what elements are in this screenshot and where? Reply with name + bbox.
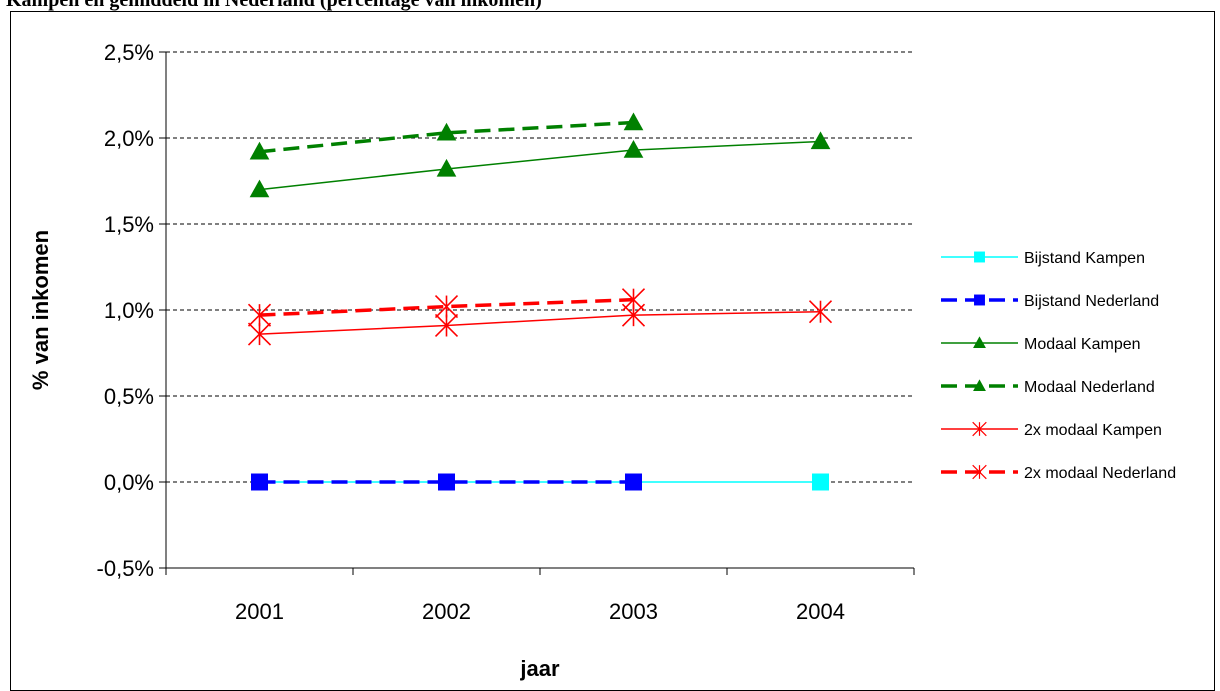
legend-marker [974,294,985,306]
legend-item: Bijstand Kampen [941,250,1145,267]
y-tick-label: 1,0% [104,298,154,323]
data-point-modaal-nederland [249,141,270,160]
series-line-2x-modaal-nederland [259,297,634,317]
x-tick-label: 2004 [796,599,845,624]
legend-label: Modaal Kampen [1024,336,1141,353]
y-tick-label: 1,5% [104,212,154,237]
y-tick-label: 2,5% [104,40,154,65]
data-point-2x-modaal-kampen [808,300,833,324]
y-tick-label: 2,0% [104,126,154,151]
x-tick-label: 2001 [235,599,284,624]
page-title: Kampen en gemiddeld in Nederland (percen… [6,0,542,11]
y-tick-label: 0,5% [104,384,154,409]
y-tick-label: -0,5% [97,556,154,581]
series-line-modaal-nederland [259,120,634,154]
legend-label: Modaal Nederland [1024,379,1155,396]
legend-marker [972,464,987,480]
legend-item: Modaal Nederland [941,379,1155,396]
data-point-2x-modaal-nederland [621,288,646,312]
legend-marker [972,421,987,437]
chart-area: -0,5% 0,0% 0,5% 1,0% 1,5% 2,0% 2,5% 2001 2002 200… [10,11,1215,691]
series-line-modaal-kampen [259,140,821,191]
legend-label: Bijstand Kampen [1024,250,1145,267]
x-tick-label: 2002 [422,599,471,624]
y-tick-label: 0,0% [104,470,154,495]
legend-marker [973,379,986,391]
x-axis-title: jaar [519,656,560,681]
legend-label: 2x modaal Kampen [1024,422,1162,439]
x-tick-label: 2003 [609,599,658,624]
data-point-bijstand-nederland [251,473,268,491]
data-point-modaal-kampen [810,131,831,150]
data-point-modaal-kampen [623,140,644,158]
legend-marker [974,251,985,263]
data-point-modaal-kampen [436,158,457,177]
series-group [247,112,833,491]
gridlines [166,51,914,483]
data-point-2x-modaal-kampen [434,313,459,338]
legend-label: Bijstand Nederland [1024,293,1159,310]
data-point-modaal-nederland [623,112,644,131]
line-chart: -0,5% 0,0% 0,5% 1,0% 1,5% 2,0% 2,5% 2001 2002 200… [28,40,1176,681]
data-point-modaal-kampen [249,179,270,198]
legend-item: 2x modaal Nederland [941,464,1176,482]
data-point-modaal-nederland [436,122,457,141]
data-point-2x-modaal-nederland [247,303,272,327]
data-point-bijstand-kampen [812,473,829,491]
y-axis-title: % van inkomen [28,230,53,390]
data-point-2x-modaal-nederland [434,294,459,319]
series-line-2x-modaal-kampen [259,310,821,335]
legend-item: 2x modaal Kampen [941,421,1162,439]
data-point-2x-modaal-kampen [247,322,272,346]
legend-label: 2x modaal Nederland [1024,465,1176,482]
data-point-bijstand-nederland [625,473,642,491]
data-point-bijstand-nederland [438,473,455,491]
legend: Bijstand Kampen Bijstand Nederland Modaal … [941,250,1176,482]
legend-item: Modaal Kampen [941,336,1141,353]
legend-item: Bijstand Nederland [941,293,1159,310]
legend-marker [973,336,986,348]
axes: -0,5% 0,0% 0,5% 1,0% 1,5% 2,0% 2,5% 2001 2002 200… [28,40,915,681]
